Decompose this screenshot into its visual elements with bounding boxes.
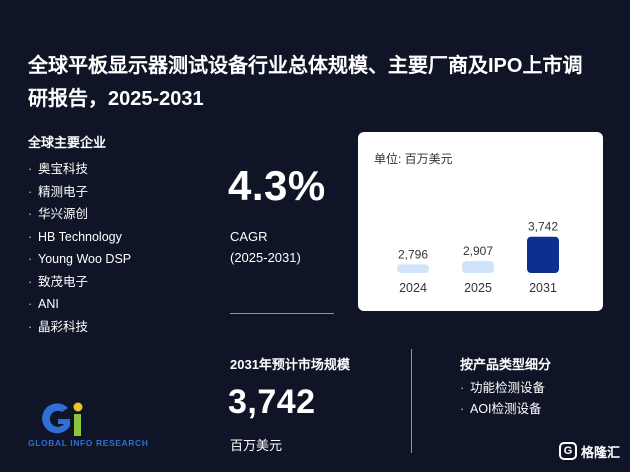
cagr-label: CAGR (2025-2031) xyxy=(230,226,301,268)
divider-horizontal xyxy=(230,313,334,314)
g-icon: G xyxy=(558,442,577,460)
badge-text: 格隆汇 xyxy=(580,444,620,460)
segments-heading: 按产品类型细分 xyxy=(460,357,552,372)
company-item: · 晶彩科技 xyxy=(28,319,89,334)
cagr-period: (2025-2031) xyxy=(230,250,301,265)
company-item: · Young Woo DSP xyxy=(28,252,132,266)
divider-vertical xyxy=(411,349,412,453)
cagr-value: 4.3% xyxy=(228,162,326,209)
category-label: 2025 xyxy=(464,281,492,295)
bar-chart: 2,796 2024 2,907 2025 3,742 2031 xyxy=(397,220,559,295)
source-badge: G 格隆汇 xyxy=(558,440,620,462)
company-item: · ANI xyxy=(28,297,59,311)
segment-item: · AOI检测设备 xyxy=(460,402,542,416)
companies-heading: 全球主要企业 xyxy=(28,135,107,150)
segment-item: · 功能检测设备 xyxy=(460,381,546,395)
chart-unit-label: 单位: 百万美元 xyxy=(374,152,453,166)
gi-logo-icon xyxy=(42,402,83,436)
company-item: · 致茂电子 xyxy=(28,274,89,289)
bar-value-label: 2,907 xyxy=(463,244,493,258)
cagr-label-text: CAGR xyxy=(230,229,268,244)
company-list: · 奥宝科技 · 精测电子 · 华兴源创 · HB Technology · Young … xyxy=(28,158,131,338)
bar-2024 xyxy=(397,264,429,273)
page-title: 全球平板显示器测试设备行业总体规模、主要厂商及IPO上市调研报告，2025-20… xyxy=(28,55,583,110)
company-item: · 精测电子 xyxy=(28,184,89,199)
bar-value-label: 3,742 xyxy=(528,220,558,234)
market-value: 3,742 xyxy=(228,383,316,421)
category-label: 2024 xyxy=(399,281,427,295)
market-unit: 百万美元 xyxy=(230,438,283,453)
bar-2025 xyxy=(462,261,494,273)
company-item: · 奥宝科技 xyxy=(28,162,89,176)
chart-card: 单位: 百万美元 2,796 2024 2,907 2025 3,742 2031 xyxy=(358,132,603,311)
category-label: 2031 xyxy=(529,281,557,295)
company-item: · HB Technology xyxy=(28,229,122,244)
bar-2031 xyxy=(527,236,559,273)
segment-list: · 功能检测设备 · AOI检测设备 xyxy=(460,378,545,420)
company-logo: GLOBAL INFO RESEARCH xyxy=(28,400,168,450)
logo-text: GLOBAL INFO RESEARCH xyxy=(28,438,149,448)
bar-value-label: 2,796 xyxy=(398,247,428,261)
company-item: · 华兴源创 xyxy=(28,207,89,221)
market-heading: 2031年预计市场规模 xyxy=(230,357,350,372)
